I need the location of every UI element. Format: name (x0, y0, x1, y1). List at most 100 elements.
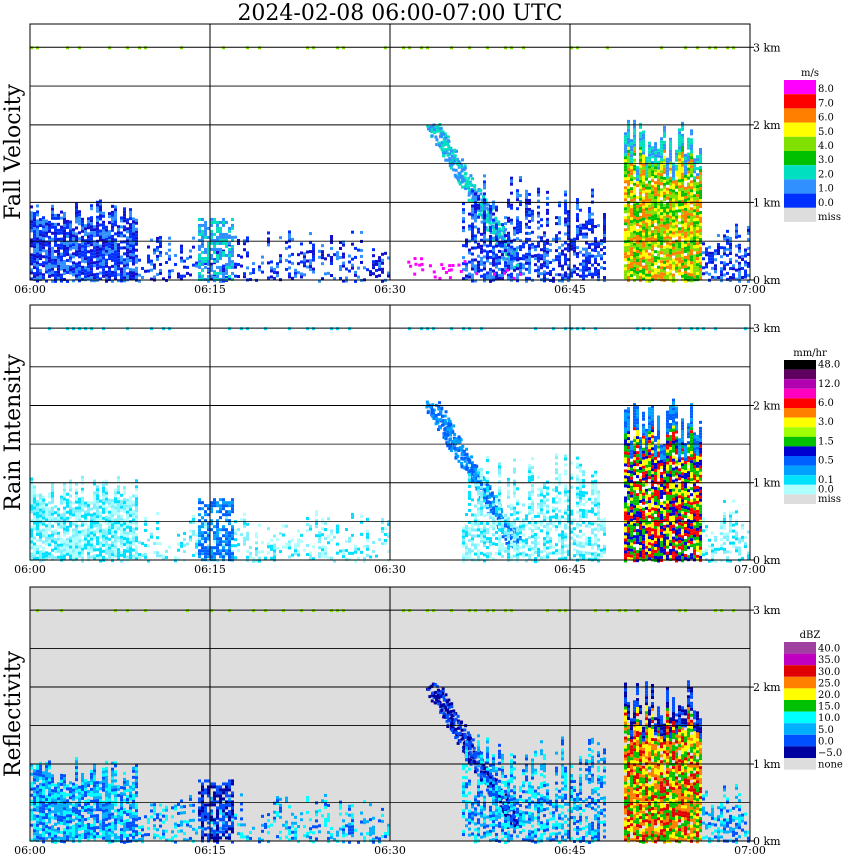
legend-swatch (784, 207, 816, 222)
reflectivity-legend: dBZ 40.035.030.025.020.015.010.05.00.0−5.… (784, 630, 843, 771)
legend-swatch (784, 688, 816, 700)
legend-label: miss (818, 494, 841, 505)
fall-velocity-gridlines (30, 24, 750, 280)
legend-swatch (784, 465, 816, 476)
legend-unit: m/s (801, 68, 819, 79)
legend-label: miss (818, 212, 841, 223)
legend-label: 3.0 (818, 155, 834, 166)
legend-swatch (784, 193, 816, 208)
legend-label: 40.0 (818, 644, 840, 655)
reflectivity-panel: 06:00 06:15 06:30 06:45 07:000 km 1 km 2 km 3 k… (1, 586, 843, 857)
time-tick-label: 06:45 (554, 283, 586, 296)
height-tick-label: 2 km (753, 119, 781, 132)
legend-label: 6.0 (818, 113, 834, 124)
height-tick-label: 2 km (753, 399, 781, 412)
legend-swatch (784, 179, 816, 194)
legend-swatch (784, 80, 816, 95)
fall-velocity-panel: 06:00 06:15 06:30 06:45 07:000 km 1 km 2 km 3 k… (1, 23, 841, 296)
legend-swatch (784, 165, 816, 180)
legend-label: 0.5 (818, 456, 834, 467)
legend-swatch (784, 360, 816, 370)
time-tick-label: 06:00 (14, 844, 46, 857)
time-tick-label: 06:15 (194, 283, 226, 296)
rain-intensity-gridlines (30, 305, 750, 560)
legend-swatch (784, 122, 816, 137)
legend-swatch (784, 700, 816, 712)
legend-label: 12.0 (818, 379, 840, 390)
fall-velocity-legend: m/s 8.0 7.0 6.0 5.0 4.0 3.0 2.0 1.0 0.0 miss (784, 68, 841, 223)
legend-swatch (784, 427, 816, 437)
legend-label: 30.0 (818, 667, 840, 678)
time-tick-label: 07:00 (734, 844, 766, 857)
legend-label: −5.0 (818, 748, 842, 759)
rain-intensity-panel: 06:00 06:15 06:30 06:45 07:000 km 1 km 2 km 3 k… (1, 304, 841, 576)
legend-swatch (784, 446, 816, 456)
legend-swatch (784, 723, 816, 735)
rain-intensity-radar-echo (30, 327, 750, 563)
legend-swatch (784, 676, 816, 689)
legend-swatch (784, 108, 816, 123)
legend-swatch (784, 436, 816, 447)
legend-unit: dBZ (800, 630, 821, 641)
legend-swatch (784, 388, 816, 399)
legend-swatch (784, 136, 816, 151)
legend-swatch (784, 456, 816, 466)
legend-label: 5.0 (818, 725, 834, 736)
legend-swatch (784, 417, 816, 428)
height-tick-label: 0 km (753, 274, 781, 287)
legend-swatch (784, 734, 816, 747)
time-tick-label: 06:45 (554, 844, 586, 857)
legend-swatch (784, 408, 816, 418)
time-tick-label: 06:30 (374, 844, 406, 857)
time-tick-label: 06:15 (194, 563, 226, 576)
rain-intensity-y-label: Rain Intensity (1, 353, 26, 510)
legend-label: 1.0 (818, 184, 834, 195)
height-tick-label: 1 km (753, 196, 781, 209)
legend-swatch (784, 151, 816, 166)
legend-label: none (818, 760, 843, 771)
time-tick-label: 06:00 (14, 283, 46, 296)
legend-unit: mm/hr (793, 348, 827, 359)
height-tick-label: 0 km (753, 554, 781, 567)
legend-label: 20.0 (818, 690, 840, 701)
reflectivity-y-label: Reflectivity (1, 650, 26, 777)
legend-swatch (784, 398, 816, 408)
legend-label: 0.0 (818, 736, 834, 747)
time-tick-label: 07:00 (734, 563, 766, 576)
legend-label: 35.0 (818, 655, 840, 666)
height-tick-label: 1 km (753, 758, 781, 771)
reflectivity-radar-echo (30, 609, 750, 844)
legend-swatch (784, 475, 816, 485)
legend-label: 1.5 (818, 436, 834, 447)
legend-label: 15.0 (818, 702, 840, 713)
legend-swatch (784, 369, 816, 380)
legend-label: 25.0 (818, 678, 840, 689)
legend-swatch (784, 484, 816, 495)
time-tick-label: 06:30 (374, 563, 406, 576)
time-tick-label: 06:30 (374, 283, 406, 296)
time-tick-label: 07:00 (734, 283, 766, 296)
time-tick-label: 06:15 (194, 844, 226, 857)
legend-swatch (784, 653, 816, 666)
legend-label: 0.0 (818, 198, 834, 209)
legend-swatch (784, 642, 816, 654)
height-tick-label: 3 km (753, 322, 781, 335)
legend-swatch (784, 665, 816, 677)
height-tick-label: 0 km (753, 835, 781, 848)
legend-swatch (784, 94, 816, 109)
legend-label: 10.0 (818, 713, 840, 724)
legend-label: 8.0 (818, 84, 834, 95)
legend-label: 7.0 (818, 98, 834, 109)
chart-title: 2024-02-08 06:00-07:00 UTC (237, 1, 563, 26)
legend-label: 48.0 (818, 360, 840, 371)
height-tick-label: 3 km (753, 41, 781, 54)
legend-label: 6.0 (818, 398, 834, 409)
time-tick-label: 06:45 (554, 563, 586, 576)
legend-swatch (784, 746, 816, 758)
legend-label: 4.0 (818, 141, 834, 152)
fall-velocity-y-label: Fall Velocity (1, 84, 26, 220)
legend-label: 0.1 (818, 475, 834, 486)
height-tick-label: 3 km (753, 604, 781, 617)
legend-swatch (784, 379, 816, 389)
